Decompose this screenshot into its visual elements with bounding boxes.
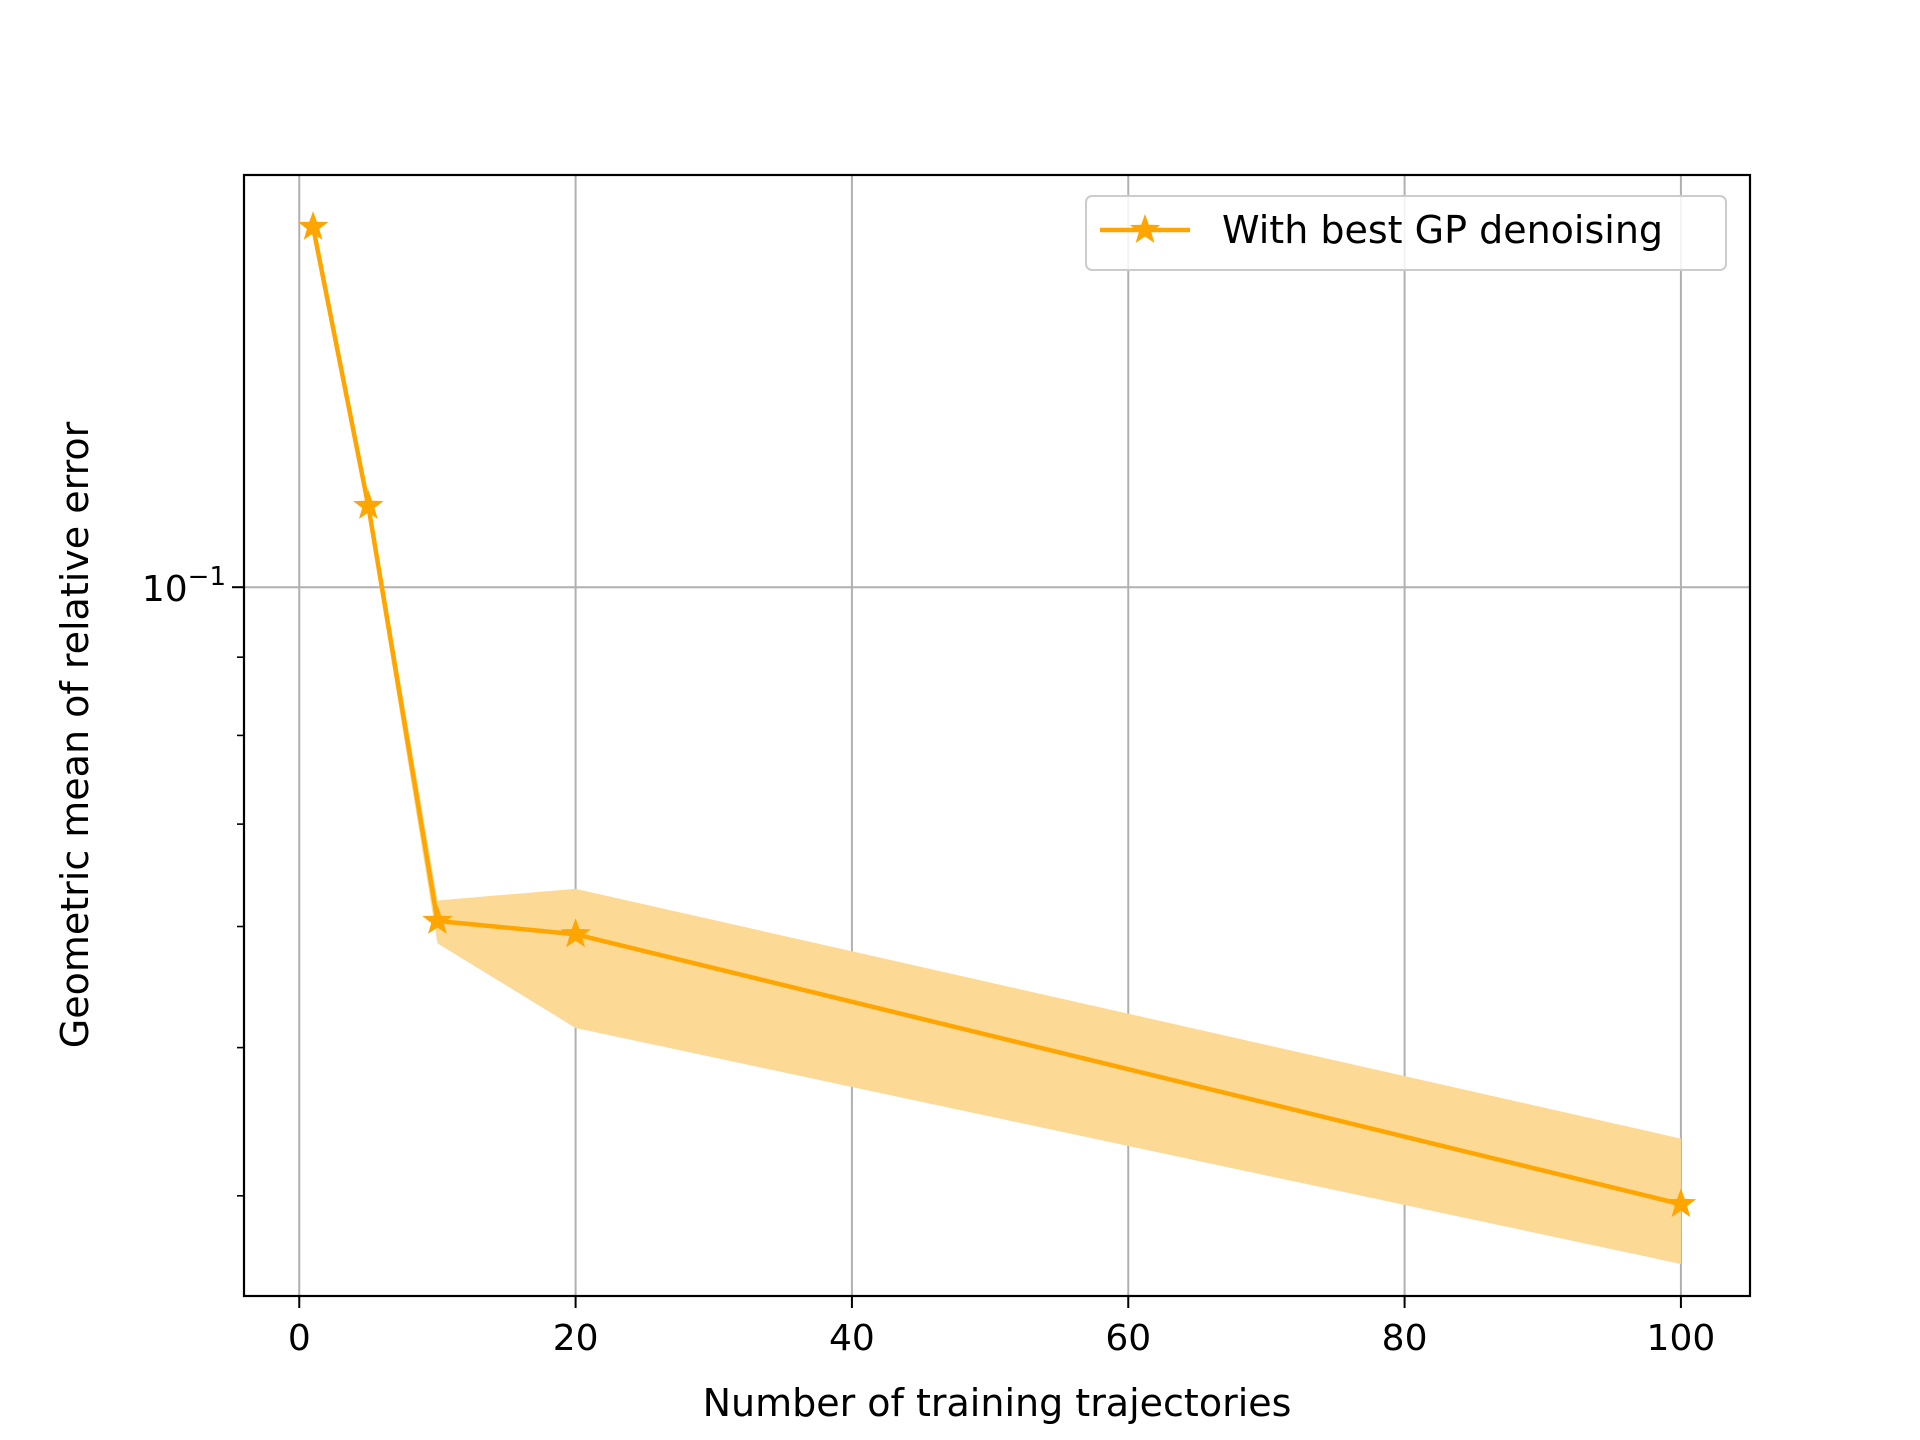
x-tick-label: 20 (553, 1318, 599, 1359)
legend-label: With best GP denoising (1222, 208, 1663, 252)
legend-marker-star (1129, 214, 1161, 243)
x-tick-label: 100 (1647, 1318, 1716, 1359)
y-major-tick-label: 10−1 (142, 562, 226, 610)
grid-layer (244, 175, 1750, 1296)
x-tick-label: 40 (829, 1318, 875, 1359)
data-point-star (422, 904, 453, 934)
data-point-star (1665, 1188, 1697, 1218)
x-tick-label: 0 (288, 1318, 311, 1359)
tick-layer: 0 20 40 60 80 100 10−1 (142, 562, 1715, 1359)
legend: With best GP denoising (1085, 195, 1727, 271)
x-tick-label: 60 (1105, 1318, 1151, 1359)
band-layer (313, 226, 1681, 1264)
confidence-band (313, 226, 1681, 1264)
legend-box (1085, 195, 1727, 271)
data-point-star (560, 918, 591, 948)
y-axis-label: Geometric mean of relative error (53, 421, 97, 1048)
x-tick-label: 80 (1382, 1318, 1428, 1359)
data-point-star (353, 490, 384, 519)
marker-layer (297, 210, 1697, 1218)
data-point-star (297, 210, 329, 240)
x-axis-label: Number of training trajectories (703, 1381, 1292, 1425)
